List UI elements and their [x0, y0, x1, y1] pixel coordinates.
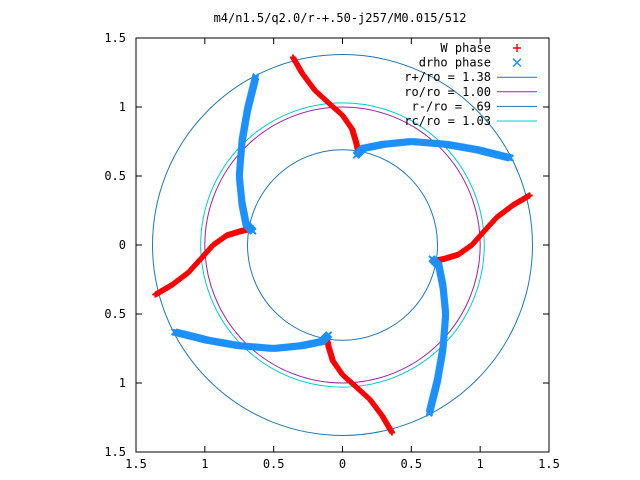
circle-0 — [152, 54, 533, 436]
data-point — [289, 54, 296, 61]
x-tick-label: 1 — [477, 457, 484, 471]
chart-title: m4/n1.5/q2.0/r-+.50-j257/M0.015/512 — [214, 11, 467, 25]
x-tick-label: 1.5 — [538, 457, 560, 471]
legend-label: r+/ro = 1.38 — [404, 70, 491, 84]
legend-marker-x — [512, 58, 522, 68]
y-tick-label: 0.5 — [104, 307, 126, 321]
legend-label: rc/ro = 1.03 — [404, 114, 491, 128]
x-tick-label: 0.5 — [263, 457, 285, 471]
legend-label: ro/ro = 1.00 — [404, 85, 491, 99]
y-tick-label: 1.5 — [104, 31, 126, 45]
x-tick-label: 0 — [339, 457, 346, 471]
series-layer — [152, 54, 533, 436]
y-tick-label: 0.5 — [104, 169, 126, 183]
data-point — [506, 154, 515, 162]
legend-marker-plus — [513, 44, 521, 52]
data-point — [152, 291, 159, 298]
data-point — [389, 429, 396, 436]
reference-circles — [152, 54, 533, 436]
y-tick-label: 1 — [119, 100, 126, 114]
x-tick-label: 1 — [201, 457, 208, 471]
circle-2 — [247, 149, 438, 341]
data-point — [425, 409, 433, 417]
y-tick-label: 0 — [119, 238, 126, 252]
x-tick-label: 1.5 — [125, 457, 147, 471]
legend-label: r-/ro = .69 — [412, 99, 491, 113]
x-tick-label: 0.5 — [400, 457, 422, 471]
data-point — [526, 192, 533, 199]
circle-1 — [204, 106, 481, 384]
data-point — [170, 328, 179, 336]
circle-3 — [200, 102, 485, 388]
data-point — [252, 73, 260, 81]
legend-label: W phase — [440, 41, 491, 55]
y-tick-label: 1.5 — [104, 445, 126, 459]
legend-label: drho phase — [419, 56, 491, 70]
series-drho-phase — [170, 73, 515, 417]
axes: 1.5 1 0.5 0 0.5 1 1.51.510.500.511.5 — [104, 31, 560, 471]
y-tick-label: 1 — [119, 376, 126, 390]
